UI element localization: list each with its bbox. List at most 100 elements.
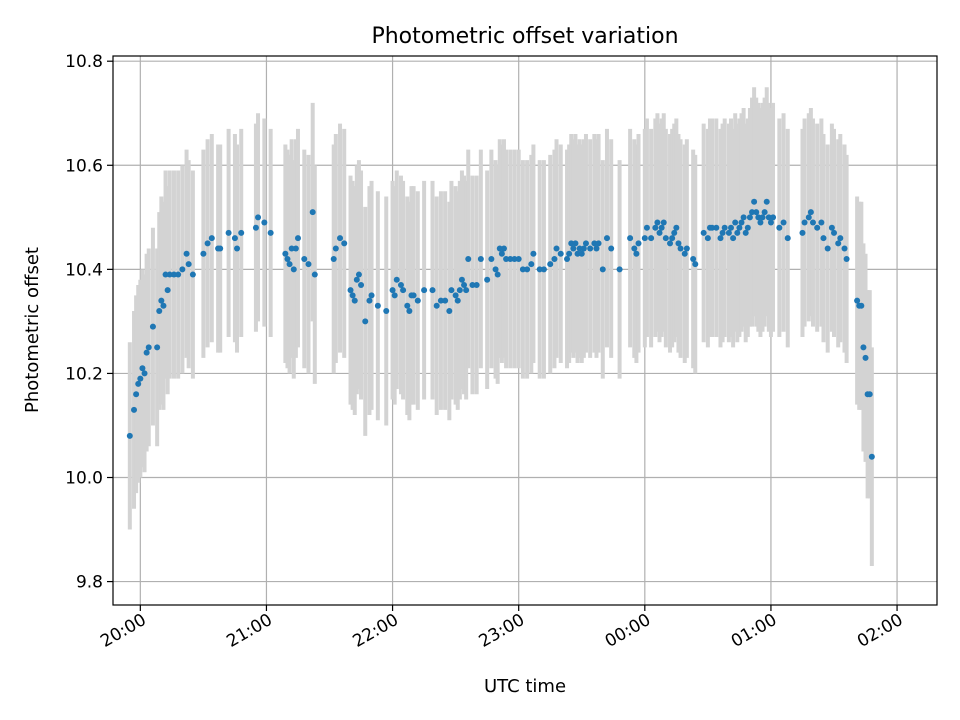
- x-tick-label: 22:00: [350, 610, 402, 652]
- data-point: [635, 240, 642, 247]
- data-point: [200, 250, 207, 257]
- data-point: [524, 266, 531, 273]
- data-point: [141, 370, 148, 377]
- data-point: [143, 349, 150, 356]
- data-point: [158, 297, 165, 304]
- data-point: [429, 287, 436, 294]
- data-point: [568, 240, 575, 247]
- data-point: [595, 240, 602, 247]
- data-point: [494, 271, 501, 278]
- data-point: [725, 229, 732, 236]
- x-axis: 20:00 21:00 22:00 23:00 00:00 01:00 02:00: [97, 605, 906, 652]
- x-tick-label: 00:00: [602, 610, 654, 652]
- data-point: [530, 250, 537, 257]
- y-tick-label: 10.8: [65, 52, 103, 72]
- y-tick-label: 10.2: [65, 364, 103, 384]
- data-point: [503, 255, 510, 262]
- data-point: [643, 224, 650, 231]
- data-point: [454, 297, 461, 304]
- data-point: [572, 240, 579, 247]
- data-point: [294, 235, 301, 242]
- data-point: [397, 281, 404, 288]
- data-point: [860, 344, 867, 351]
- data-point: [749, 209, 756, 216]
- y-axis-label: Photometric offset: [22, 247, 43, 413]
- x-tick-label: 01:00: [728, 610, 780, 652]
- data-point: [732, 219, 739, 226]
- data-point: [593, 245, 600, 252]
- data-point: [477, 255, 484, 262]
- data-point: [238, 229, 245, 236]
- data-point: [175, 271, 182, 278]
- data-point: [551, 255, 558, 262]
- data-point: [658, 224, 665, 231]
- data-point: [757, 219, 764, 226]
- data-point: [736, 224, 743, 231]
- data-point: [217, 245, 224, 252]
- data-point: [807, 209, 814, 216]
- data-point: [608, 245, 615, 252]
- data-point: [393, 276, 400, 283]
- data-point: [337, 235, 344, 242]
- data-point: [389, 287, 396, 294]
- data-point: [234, 245, 241, 252]
- data-point: [536, 266, 543, 273]
- data-point: [753, 209, 760, 216]
- data-point: [801, 219, 808, 226]
- data-point: [776, 224, 783, 231]
- data-point: [866, 391, 873, 398]
- data-point: [156, 307, 163, 314]
- data-point: [671, 229, 678, 236]
- data-point: [355, 271, 362, 278]
- data-point: [500, 245, 507, 252]
- data-point: [805, 214, 812, 221]
- data-point: [862, 354, 869, 361]
- data-point: [831, 229, 837, 236]
- data-point: [286, 261, 293, 268]
- data-point: [208, 235, 215, 242]
- data-point: [738, 219, 745, 226]
- data-point: [469, 281, 476, 288]
- data-point: [837, 235, 844, 242]
- data-point: [351, 297, 358, 304]
- data-point: [692, 261, 699, 268]
- data-point: [780, 219, 787, 226]
- data-point: [641, 235, 648, 242]
- data-point: [442, 297, 449, 304]
- data-point: [305, 261, 312, 268]
- data-point: [347, 287, 354, 294]
- data-point: [654, 219, 661, 226]
- x-axis-label: UTC time: [484, 676, 566, 697]
- data-point: [824, 245, 831, 252]
- data-points: [126, 198, 875, 460]
- data-point: [309, 209, 316, 216]
- data-point: [452, 292, 459, 299]
- data-point: [854, 297, 861, 304]
- data-point: [473, 281, 480, 288]
- data-point: [721, 224, 728, 231]
- data-point: [414, 297, 421, 304]
- data-point: [400, 287, 407, 294]
- data-point: [231, 235, 238, 242]
- data-point: [553, 245, 560, 252]
- data-point: [456, 287, 463, 294]
- data-point: [507, 255, 514, 262]
- data-point: [633, 250, 640, 257]
- data-point: [448, 287, 455, 294]
- data-point: [713, 224, 720, 231]
- data-point: [511, 255, 518, 262]
- data-point: [765, 214, 772, 221]
- data-point: [828, 224, 835, 231]
- plot-area-frame: [112, 55, 938, 606]
- data-point: [515, 255, 522, 262]
- data-point: [421, 287, 428, 294]
- data-point: [578, 250, 585, 257]
- data-point: [154, 344, 161, 351]
- data-point: [410, 292, 417, 299]
- data-point: [492, 266, 499, 273]
- data-point: [616, 266, 623, 273]
- data-point: [131, 406, 138, 413]
- data-point: [145, 344, 152, 351]
- data-point: [391, 292, 398, 299]
